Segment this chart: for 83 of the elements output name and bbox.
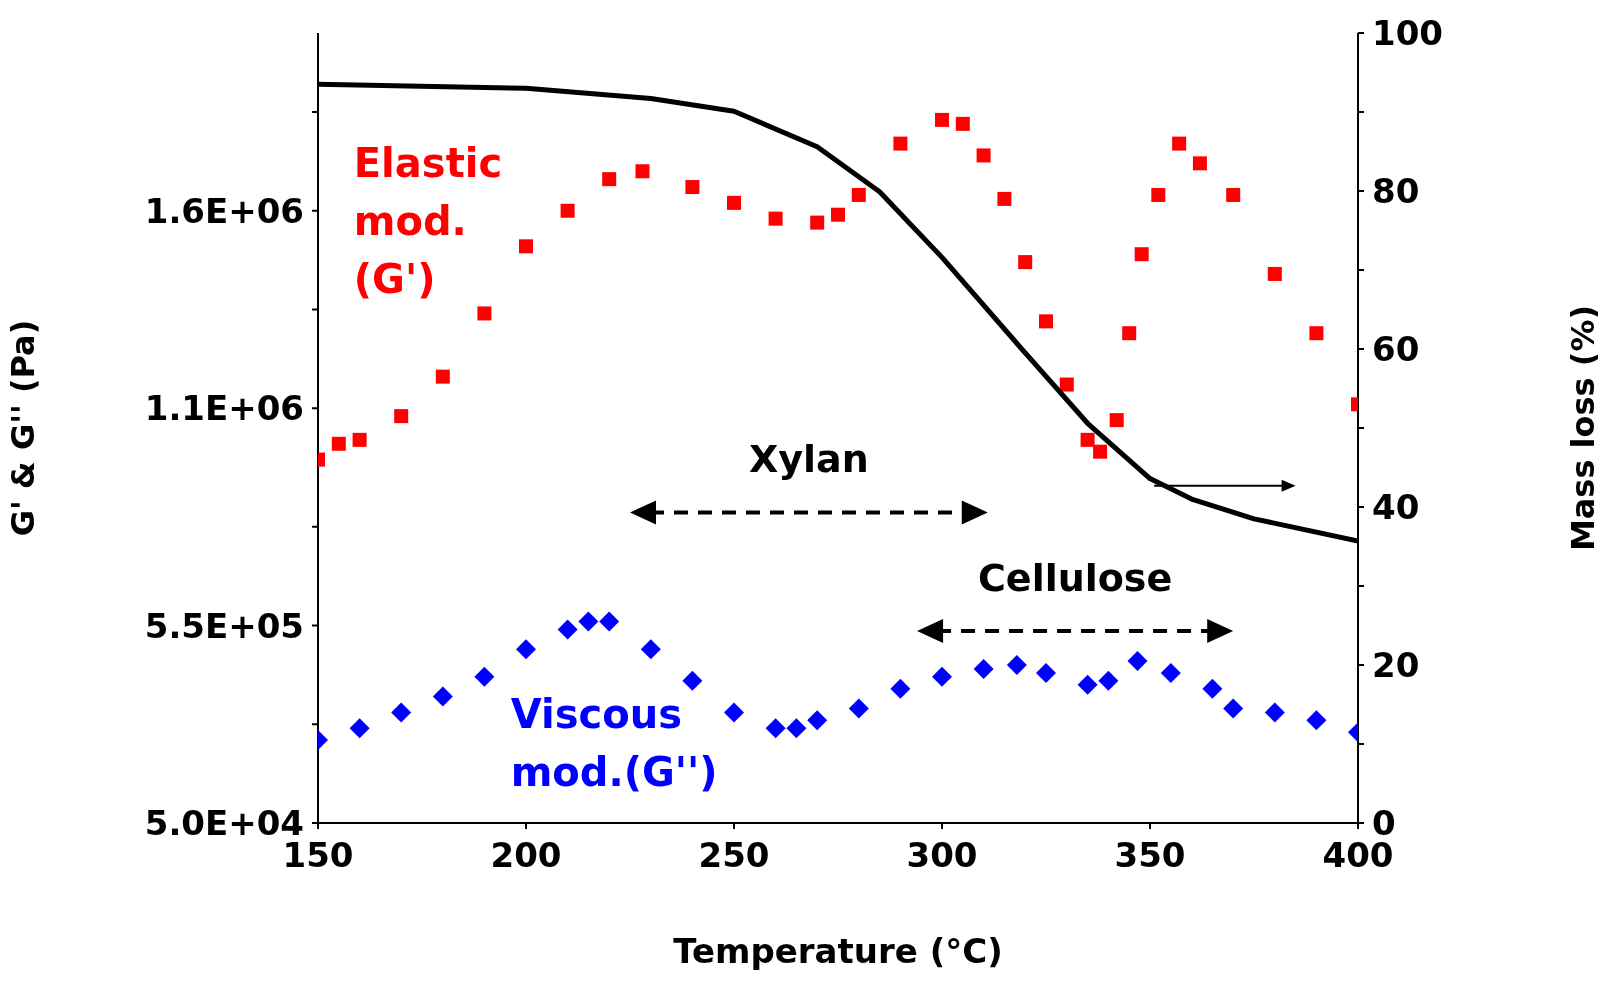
y-axis-title: G' & G'' (Pa): [4, 319, 43, 537]
point: [727, 195, 741, 210]
point: [976, 148, 991, 163]
point: [1080, 432, 1095, 447]
point: [560, 203, 575, 218]
point: [768, 211, 783, 226]
point: [932, 666, 952, 687]
point: [1077, 674, 1098, 695]
y2-tick-label: 40: [1372, 487, 1420, 528]
x-tick-label: 200: [490, 835, 562, 876]
point: [973, 658, 994, 679]
point: [1309, 326, 1324, 341]
point: [1039, 314, 1053, 329]
point: [1122, 326, 1137, 341]
point: [1267, 266, 1282, 281]
point: [1109, 413, 1124, 428]
x-tick-label: 300: [906, 835, 978, 876]
point: [935, 112, 949, 127]
series-label: Elastic mod. (G'): [353, 140, 503, 303]
x-tick-label: 350: [1114, 835, 1186, 876]
point: [1018, 255, 1033, 270]
point: [1172, 136, 1187, 151]
point: [724, 702, 744, 723]
point: [1306, 710, 1327, 731]
point: [890, 678, 911, 699]
point: [1059, 377, 1074, 392]
annotation: Xylan: [748, 437, 869, 482]
point: [1036, 662, 1056, 683]
point: [1226, 187, 1241, 202]
point: [1202, 678, 1223, 699]
point: [685, 180, 700, 195]
y-tick-label: 1.1E+06: [144, 388, 304, 429]
x-tick-label: 400: [1322, 835, 1394, 876]
point: [394, 409, 409, 424]
point: [1093, 444, 1108, 459]
series-label: Viscous mod.(G''): [510, 690, 718, 795]
point: [1151, 187, 1166, 202]
point: [391, 702, 412, 723]
point: [831, 207, 845, 222]
point: [331, 436, 346, 451]
point: [474, 666, 495, 687]
point: [519, 239, 533, 254]
point: [557, 619, 578, 640]
point: [997, 191, 1012, 206]
point: [1223, 698, 1244, 719]
point: [1127, 651, 1148, 672]
point: [599, 611, 620, 632]
point: [1006, 655, 1027, 675]
point: [349, 718, 370, 739]
point: [1264, 702, 1285, 723]
point: [432, 686, 453, 707]
y2-tick-label: 100: [1372, 13, 1443, 54]
point: [640, 639, 661, 660]
point: [893, 136, 908, 151]
point: [810, 215, 825, 230]
point: [1134, 247, 1149, 262]
point: [848, 698, 869, 719]
x-tick-label: 150: [282, 835, 354, 876]
x-tick-label: 250: [698, 835, 770, 876]
point: [765, 718, 786, 739]
point: [352, 432, 367, 447]
y2-tick-label: 80: [1372, 171, 1420, 212]
point: [851, 187, 866, 202]
y2-tick-label: 20: [1372, 645, 1420, 686]
point: [635, 164, 650, 179]
y-tick-label: 1.6E+06: [144, 190, 304, 231]
point: [477, 306, 492, 321]
annotation: Cellulose: [977, 555, 1173, 600]
point: [516, 639, 536, 660]
point: [1098, 670, 1119, 691]
y2-axis-title: Mass loss (%): [1564, 304, 1603, 552]
point: [578, 611, 599, 632]
y2-tick-label: 60: [1372, 329, 1420, 370]
point: [1192, 156, 1207, 171]
point: [602, 172, 617, 187]
y-tick-label: 5.5E+05: [144, 605, 304, 646]
point: [807, 710, 828, 731]
point: [955, 116, 970, 131]
point: [786, 718, 807, 739]
point: [435, 369, 450, 384]
point: [1160, 662, 1181, 683]
x-axis-title: Temperature (°C): [673, 931, 1003, 971]
point: [682, 670, 703, 691]
